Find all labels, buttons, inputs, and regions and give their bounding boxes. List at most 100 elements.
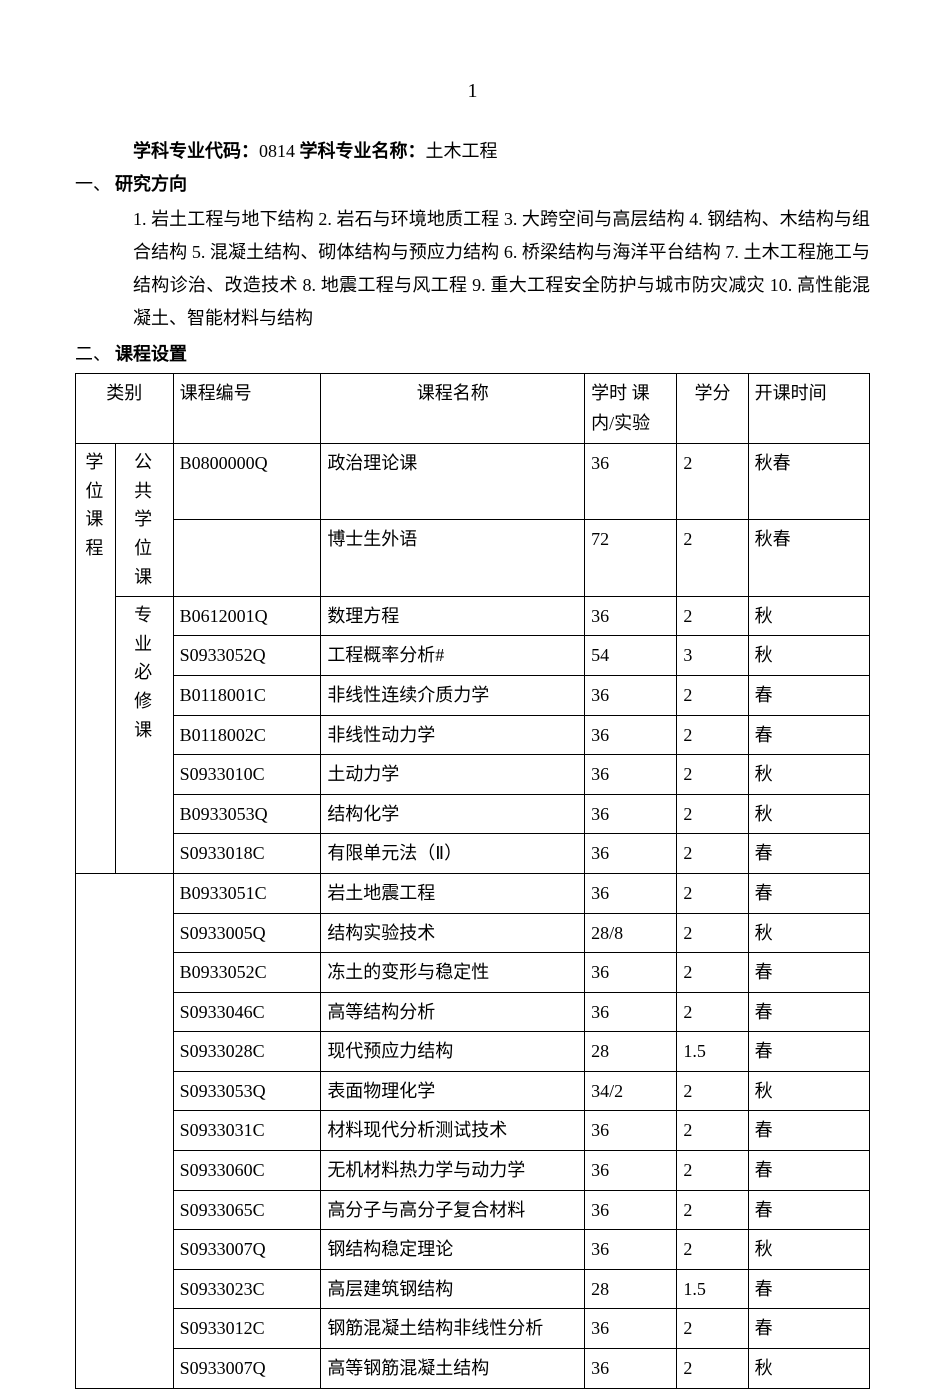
- section-1-title: 研究方向: [115, 170, 187, 199]
- cell-credit: 2: [677, 1309, 748, 1349]
- cell-credit: 2: [677, 834, 748, 874]
- cell-term: 秋: [748, 1349, 869, 1389]
- cell-credit: 2: [677, 794, 748, 834]
- cell-name: 结构化学: [321, 794, 585, 834]
- cell-term: 春: [748, 1111, 869, 1151]
- th-name: 课程名称: [321, 373, 585, 443]
- cell-code: S0933007Q: [173, 1349, 321, 1389]
- table-row: B0118001C非线性连续介质力学362春: [76, 675, 870, 715]
- cell-name: 工程概率分析#: [321, 636, 585, 676]
- cell-hours: 28/8: [585, 913, 677, 953]
- cell-name: 政治理论课: [321, 443, 585, 519]
- cell-hours: 36: [585, 443, 677, 519]
- cell-credit: 2: [677, 1151, 748, 1191]
- cell-term: 春: [748, 992, 869, 1032]
- table-row: 学位课程公共学位课B0800000Q政治理论课362秋春: [76, 443, 870, 519]
- name-label: 学科专业名称：: [300, 141, 426, 161]
- research-directions: 1. 岩土工程与地下结构 2. 岩石与环境地质工程 3. 大跨空间与高层结构 4…: [75, 203, 870, 336]
- table-row: B0933053Q结构化学362秋: [76, 794, 870, 834]
- cell-credit: 3: [677, 636, 748, 676]
- cell-name: 钢筋混凝土结构非线性分析: [321, 1309, 585, 1349]
- table-header-row: 类别 课程编号 课程名称 学时 课内/实验 学分 开课时间: [76, 373, 870, 443]
- cell-hours: 34/2: [585, 1071, 677, 1111]
- th-category: 类别: [76, 373, 174, 443]
- cell-hours: 36: [585, 1190, 677, 1230]
- cell-code: B0933053Q: [173, 794, 321, 834]
- table-row: S0933028C现代预应力结构281.5春: [76, 1032, 870, 1072]
- cell-term: 秋: [748, 636, 869, 676]
- th-credit: 学分: [677, 373, 748, 443]
- cell-code: [173, 520, 321, 597]
- cell-name: 表面物理化学: [321, 1071, 585, 1111]
- cat2-major: 专业必修课: [115, 596, 173, 873]
- th-hours: 学时 课内/实验: [585, 373, 677, 443]
- cell-code: S0933028C: [173, 1032, 321, 1072]
- section-1-num: 一、: [75, 170, 115, 199]
- cell-term: 秋: [748, 913, 869, 953]
- cell-term: 春: [748, 1269, 869, 1309]
- cell-hours: 36: [585, 755, 677, 795]
- table-row: B0933052C冻土的变形与稳定性362春: [76, 953, 870, 993]
- table-row: 博士生外语722秋春: [76, 520, 870, 597]
- cell-credit: 2: [677, 715, 748, 755]
- cell-hours: 36: [585, 794, 677, 834]
- table-row: S0933007Q钢结构稳定理论362秋: [76, 1230, 870, 1270]
- cell-hours: 54: [585, 636, 677, 676]
- cell-credit: 1.5: [677, 1269, 748, 1309]
- cell-hours: 36: [585, 873, 677, 913]
- cell-code: S0933031C: [173, 1111, 321, 1151]
- cell-term: 秋春: [748, 443, 869, 519]
- course-table: 类别 课程编号 课程名称 学时 课内/实验 学分 开课时间 学位课程公共学位课B…: [75, 373, 870, 1389]
- cell-name: 结构实验技术: [321, 913, 585, 953]
- cell-term: 春: [748, 715, 869, 755]
- table-row: S0933005Q结构实验技术28/82秋: [76, 913, 870, 953]
- cat-empty: [76, 873, 174, 1388]
- cell-hours: 36: [585, 1349, 677, 1389]
- cell-credit: 2: [677, 1190, 748, 1230]
- table-row: S0933052Q工程概率分析#543秋: [76, 636, 870, 676]
- cell-credit: 2: [677, 992, 748, 1032]
- cell-hours: 28: [585, 1032, 677, 1072]
- cell-hours: 28: [585, 1269, 677, 1309]
- cell-credit: 1.5: [677, 1032, 748, 1072]
- cell-hours: 36: [585, 992, 677, 1032]
- cell-code: S0933007Q: [173, 1230, 321, 1270]
- cell-name: 钢结构稳定理论: [321, 1230, 585, 1270]
- cell-name: 博士生外语: [321, 520, 585, 597]
- cell-hours: 36: [585, 953, 677, 993]
- cell-code: B0933051C: [173, 873, 321, 913]
- cell-name: 高层建筑钢结构: [321, 1269, 585, 1309]
- table-row: B0118002C非线性动力学362春: [76, 715, 870, 755]
- section-2-heading: 二、 课程设置: [75, 340, 870, 369]
- cell-code: S0933018C: [173, 834, 321, 874]
- name-value: 土木工程: [426, 141, 498, 161]
- table-row: S0933046C高等结构分析362春: [76, 992, 870, 1032]
- cell-credit: 2: [677, 755, 748, 795]
- cell-credit: 2: [677, 1230, 748, 1270]
- cell-credit: 2: [677, 596, 748, 636]
- table-row: S0933031C材料现代分析测试技术362春: [76, 1111, 870, 1151]
- cell-credit: 2: [677, 443, 748, 519]
- cell-credit: 2: [677, 1111, 748, 1151]
- cell-code: S0933046C: [173, 992, 321, 1032]
- cell-term: 秋: [748, 1071, 869, 1111]
- cell-hours: 36: [585, 675, 677, 715]
- cell-name: 数理方程: [321, 596, 585, 636]
- cell-code: S0933060C: [173, 1151, 321, 1191]
- cell-hours: 36: [585, 715, 677, 755]
- cell-term: 秋: [748, 794, 869, 834]
- cell-term: 春: [748, 873, 869, 913]
- table-row: S0933012C钢筋混凝土结构非线性分析362春: [76, 1309, 870, 1349]
- cell-code: B0118002C: [173, 715, 321, 755]
- cell-credit: 2: [677, 873, 748, 913]
- cell-name: 材料现代分析测试技术: [321, 1111, 585, 1151]
- cell-hours: 36: [585, 1309, 677, 1349]
- cell-term: 秋: [748, 755, 869, 795]
- cat2-public: 公共学位课: [115, 443, 173, 596]
- cell-credit: 2: [677, 913, 748, 953]
- table-row: S0933010C土动力学362秋: [76, 755, 870, 795]
- cell-hours: 36: [585, 1230, 677, 1270]
- code-label: 学科专业代码：: [133, 141, 259, 161]
- cell-name: 岩土地震工程: [321, 873, 585, 913]
- cell-term: 春: [748, 1151, 869, 1191]
